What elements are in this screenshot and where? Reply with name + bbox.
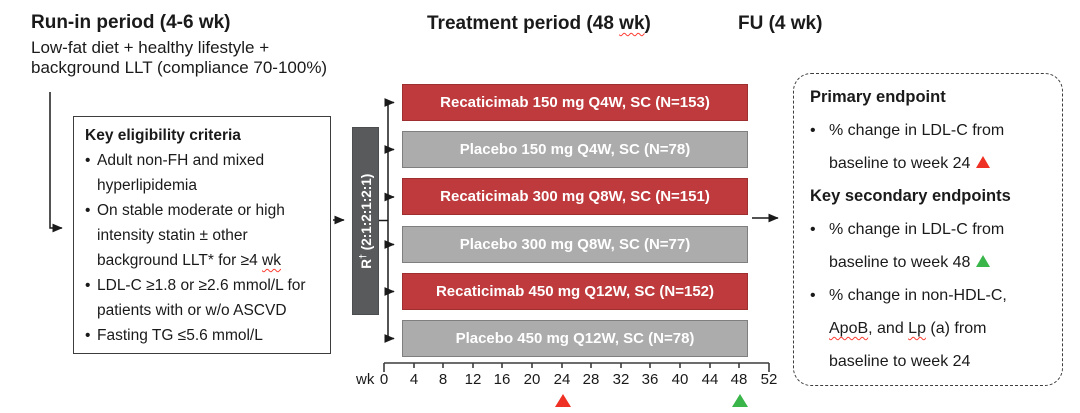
fu-title: FU (4 wk) (738, 13, 823, 34)
arm-bar-recaticimab-150: Recaticimab 150 mg Q4W, SC (N=153) (402, 84, 748, 121)
bullet-icon (810, 279, 829, 378)
randomization-label: R† (2:1:2:1:2:1) (357, 173, 374, 269)
treatment-period-title: Treatment period (48 wk) (427, 13, 651, 34)
red-triangle-icon (976, 156, 991, 168)
tick-label-32: 32 (612, 371, 630, 388)
tick-label-20: 20 (523, 371, 541, 388)
run-in-subtitle-line2: background LLT (compliance 70-100%) (31, 58, 328, 77)
week-24-primary-marker-icon (555, 394, 571, 407)
bullet-icon (810, 114, 829, 180)
bullet-icon (85, 323, 97, 348)
randomization-bar: R† (2:1:2:1:2:1) (352, 127, 379, 315)
tick-label-0: 0 (379, 371, 389, 388)
tick-label-12: 12 (464, 371, 482, 388)
run-in-subtitle-line1: Low-fat diet + healthy lifestyle + (31, 38, 270, 57)
tick-label-36: 36 (641, 371, 659, 388)
secondary-endpoint-item: % change in non-HDL-C,ApoB, and Lp (a) f… (810, 279, 1050, 378)
eligibility-criteria-box: Key eligibility criteria Adult non-FH an… (73, 116, 331, 354)
bullet-icon (85, 273, 97, 323)
tick-label-40: 40 (671, 371, 689, 388)
arm-bar-recaticimab-450: Recaticimab 450 mg Q12W, SC (N=152) (402, 273, 748, 310)
week-axis-unit: wk (356, 371, 375, 388)
tick-label-8: 8 (438, 371, 448, 388)
week-48-secondary-marker-icon (732, 394, 748, 407)
week-ruler (383, 362, 770, 372)
flow-arrows (49, 92, 779, 343)
bullet-icon (810, 213, 829, 279)
tick-label-4: 4 (409, 371, 419, 388)
tick-label-52: 52 (760, 371, 778, 388)
bullet-icon (85, 148, 97, 198)
green-triangle-icon (976, 255, 991, 267)
tick-label-48: 48 (730, 371, 748, 388)
arm-bar-recaticimab-300: Recaticimab 300 mg Q8W, SC (N=151) (402, 178, 748, 215)
tick-label-24: 24 (553, 371, 571, 388)
endpoints-box: Primary endpoint % change in LDL-C fromb… (793, 73, 1063, 386)
arm-bar-placebo-450: Placebo 450 mg Q12W, SC (N=78) (402, 320, 748, 357)
arm-bar-placebo-300: Placebo 300 mg Q8W, SC (N=77) (402, 226, 748, 263)
tick-label-16: 16 (493, 371, 511, 388)
eligibility-title: Key eligibility criteria (85, 127, 241, 144)
bullet-icon (85, 198, 97, 273)
tick-label-44: 44 (701, 371, 719, 388)
arm-bar-placebo-150: Placebo 150 mg Q4W, SC (N=78) (402, 131, 748, 168)
eligibility-item: Fasting TG ≤5.6 mmol/L (85, 323, 320, 348)
run-in-title: Run-in period (4-6 wk) (31, 12, 231, 33)
primary-endpoint-title: Primary endpoint (810, 88, 946, 106)
secondary-endpoints-title: Key secondary endpoints (810, 187, 1011, 205)
tick-label-28: 28 (582, 371, 600, 388)
